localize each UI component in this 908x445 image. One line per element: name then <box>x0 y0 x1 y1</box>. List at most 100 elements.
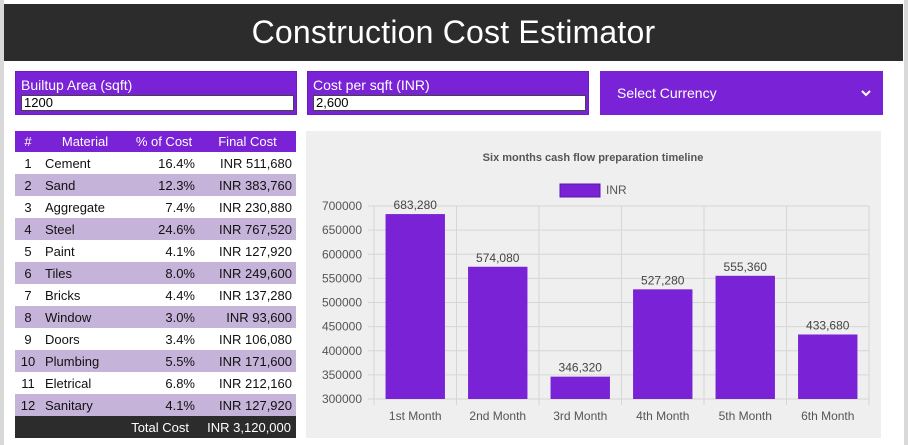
y-tick-label: 500000 <box>322 296 362 310</box>
table-row: 5 Paint 4.1% INR 127,920 <box>15 240 296 262</box>
table-cell: Tiles <box>41 262 125 284</box>
column-header: Material <box>41 131 125 152</box>
table-cell: Doors <box>41 328 125 350</box>
table-cell: INR 511,680 <box>203 152 296 174</box>
cash-flow-chart: Six months cash flow preparation timelin… <box>306 131 881 438</box>
bar-data-label: 683,280 <box>394 198 438 212</box>
chart-bar <box>633 289 693 399</box>
table-row: 2 Sand 12.3% INR 383,760 <box>15 174 296 196</box>
table-cell: 4 <box>15 218 41 240</box>
table-cell: Eletrical <box>41 372 125 394</box>
x-tick-label: 2nd Month <box>469 409 526 423</box>
chart-title: Six months cash flow preparation timelin… <box>483 152 704 164</box>
y-tick-label: 650000 <box>322 223 362 237</box>
table-row: 8 Window 3.0% INR 93,600 <box>15 306 296 328</box>
column-header: # <box>15 131 41 152</box>
table-cell: INR 383,760 <box>203 174 296 196</box>
cost-per-sqft-input[interactable]: 2,600 <box>313 95 586 111</box>
table-cell: INR 212,160 <box>203 372 296 394</box>
x-tick-label: 5th Month <box>719 409 772 423</box>
builtup-area-label: Builtup Area (sqft) <box>21 77 133 93</box>
cost-per-sqft-field: Cost per sqft (INR) 2,600 <box>307 71 589 115</box>
total-cost-label: Total Cost <box>131 420 189 435</box>
table-cell: Plumbing <box>41 350 125 372</box>
table-cell: 16.4% <box>125 152 203 174</box>
bar-data-label: 527,280 <box>641 273 685 287</box>
table-cell: Aggregate <box>41 196 125 218</box>
chart-bar <box>715 275 775 399</box>
table-cell: INR 171,600 <box>203 350 296 372</box>
table-cell: INR 767,520 <box>203 218 296 240</box>
currency-select-label: Select Currency <box>617 85 717 101</box>
table-cell: 1 <box>15 152 41 174</box>
y-tick-label: 450000 <box>322 320 362 334</box>
table-header-row: # Material % of Cost Final Cost <box>15 131 296 152</box>
table-cell: 5.5% <box>125 350 203 372</box>
table-cell: 11 <box>15 372 41 394</box>
table-cell: 3.4% <box>125 328 203 350</box>
bar-data-label: 555,360 <box>724 260 768 274</box>
bar-data-label: 346,320 <box>559 361 603 375</box>
table-cell: INR 93,600 <box>203 306 296 328</box>
materials-table: # Material % of Cost Final Cost 1 Cement 1… <box>15 131 296 416</box>
table-cell: 10 <box>15 350 41 372</box>
y-tick-label: 700000 <box>322 199 362 213</box>
table-row: 11 Eletrical 6.8% INR 212,160 <box>15 372 296 394</box>
table-cell: 2 <box>15 174 41 196</box>
y-tick-label: 600000 <box>322 247 362 261</box>
table-cell: 24.6% <box>125 218 203 240</box>
table-row: 9 Doors 3.4% INR 106,080 <box>15 328 296 350</box>
table-cell: INR 137,280 <box>203 284 296 306</box>
bar-data-label: 574,080 <box>476 251 520 265</box>
table-cell: 3 <box>15 196 41 218</box>
builtup-area-input[interactable]: 1200 <box>21 95 294 111</box>
table-cell: INR 127,920 <box>203 240 296 262</box>
y-tick-label: 300000 <box>322 392 362 406</box>
legend-swatch <box>559 183 601 198</box>
table-cell: 9 <box>15 328 41 350</box>
table-cell: 6.8% <box>125 372 203 394</box>
table-cell: 3.0% <box>125 306 203 328</box>
table-row: 4 Steel 24.6% INR 767,520 <box>15 218 296 240</box>
total-cost-row: Total Cost INR 3,120,000 <box>15 416 296 438</box>
table-cell: Window <box>41 306 125 328</box>
table-cell: 12.3% <box>125 174 203 196</box>
table-cell: 7.4% <box>125 196 203 218</box>
chart-bar <box>468 266 528 399</box>
cost-per-sqft-label: Cost per sqft (INR) <box>313 77 430 93</box>
table-row: 12 Sanitary 4.1% INR 127,920 <box>15 394 296 416</box>
builtup-area-field: Builtup Area (sqft) 1200 <box>15 71 297 115</box>
table-cell: Paint <box>41 240 125 262</box>
table-cell: 8 <box>15 306 41 328</box>
table-cell: 5 <box>15 240 41 262</box>
column-header: Final Cost <box>203 131 296 152</box>
chart-bar <box>550 376 610 399</box>
y-tick-label: 550000 <box>322 271 362 285</box>
chevron-down-icon <box>861 90 871 97</box>
y-tick-label: 400000 <box>322 344 362 358</box>
table-cell: Cement <box>41 152 125 174</box>
materials-table-body: 1 Cement 16.4% INR 511,680 2 Sand 12.3% INR 383… <box>15 152 296 416</box>
table-row: 1 Cement 16.4% INR 511,680 <box>15 152 296 174</box>
table-cell: Steel <box>41 218 125 240</box>
table-cell: 7 <box>15 284 41 306</box>
table-cell: Sanitary <box>41 394 125 416</box>
table-row: 6 Tiles 8.0% INR 249,600 <box>15 262 296 284</box>
chart-bar <box>798 334 858 399</box>
table-cell: Sand <box>41 174 125 196</box>
currency-select[interactable]: Select Currency <box>600 71 883 115</box>
x-tick-label: 1st Month <box>389 409 442 423</box>
x-tick-label: 4th Month <box>636 409 689 423</box>
table-cell: 4.1% <box>125 240 203 262</box>
legend-label: INR <box>606 183 627 197</box>
x-tick-label: 3rd Month <box>553 409 607 423</box>
table-cell: 4.1% <box>125 394 203 416</box>
table-cell: 4.4% <box>125 284 203 306</box>
table-row: 7 Bricks 4.4% INR 137,280 <box>15 284 296 306</box>
table-cell: Bricks <box>41 284 125 306</box>
bar-data-label: 433,680 <box>806 318 850 332</box>
x-tick-label: 6th Month <box>801 409 854 423</box>
table-row: 3 Aggregate 7.4% INR 230,880 <box>15 196 296 218</box>
table-cell: 6 <box>15 262 41 284</box>
table-cell: INR 127,920 <box>203 394 296 416</box>
